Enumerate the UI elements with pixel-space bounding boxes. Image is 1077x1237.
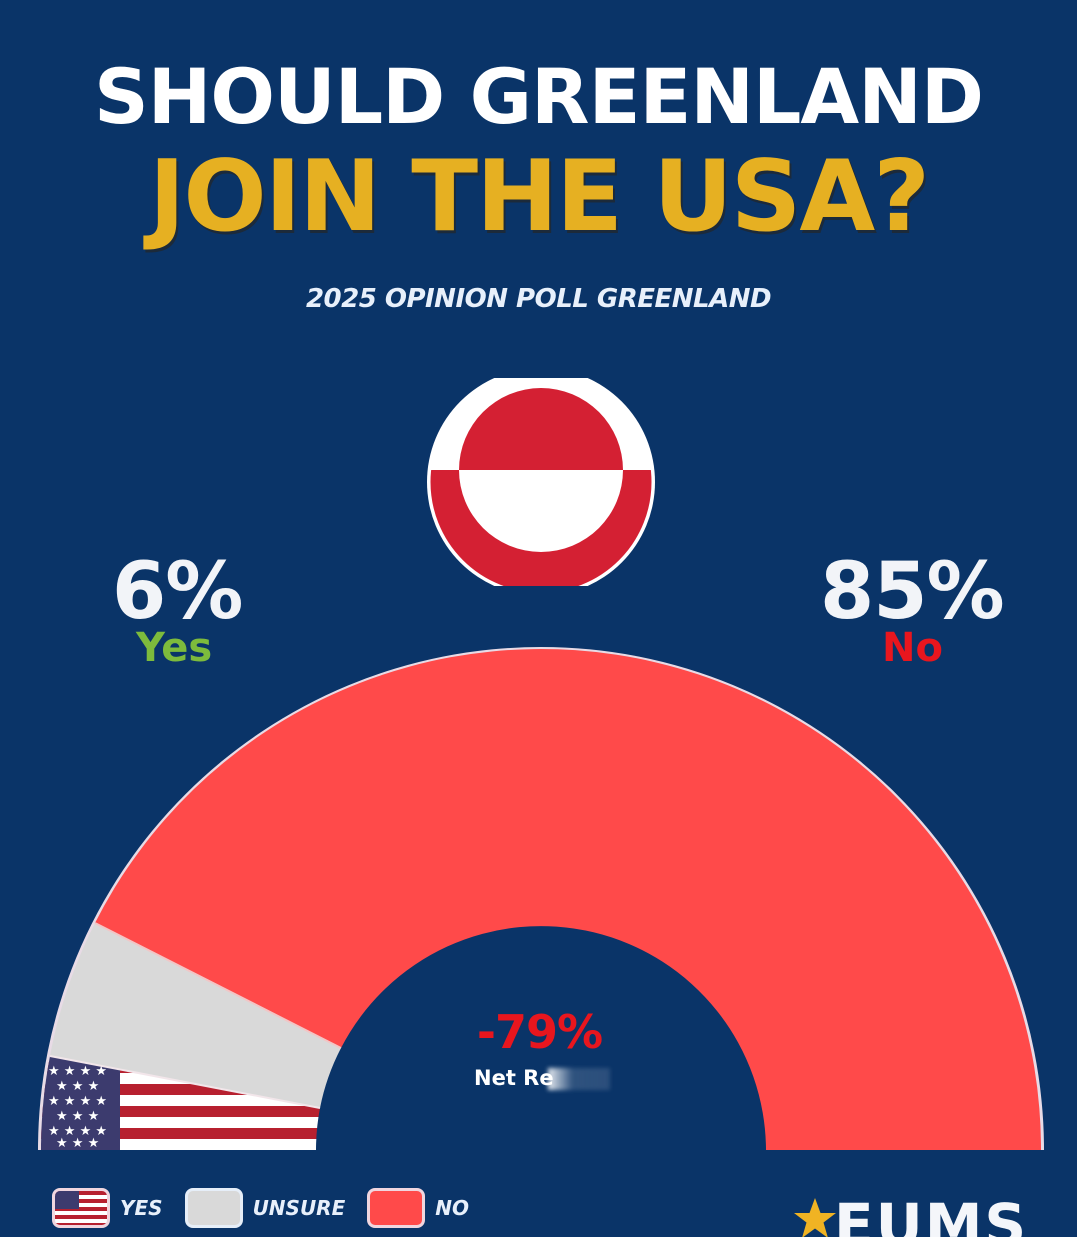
segment-no	[95, 649, 1042, 1150]
star-icon	[794, 1198, 836, 1237]
net-result-value: -79%	[476, 1005, 603, 1059]
legend-unsure-label: UNSURE	[252, 1196, 346, 1220]
svg-text:★ ★ ★ ★: ★ ★ ★ ★	[48, 1094, 107, 1109]
yes-percent: 6%	[112, 547, 243, 637]
yes-label: Yes	[136, 625, 213, 671]
svg-text:★ ★ ★: ★ ★ ★	[56, 1079, 99, 1094]
us-flag-icon	[52, 1188, 110, 1228]
legend-no-label: NO	[435, 1196, 469, 1220]
subtitle: 2025 OPINION POLL GREENLAND	[305, 284, 772, 314]
logo: EUMS	[792, 1192, 1028, 1237]
greenland-flag-icon	[427, 378, 655, 586]
legend-unsure-swatch	[184, 1188, 243, 1228]
title-line-1: SHOULD GREENLAND	[94, 52, 984, 141]
legend: YES UNSURE NO	[52, 1186, 491, 1230]
no-label: No	[882, 625, 943, 671]
segment-unsure	[50, 923, 341, 1108]
svg-text:★ ★ ★ ★: ★ ★ ★ ★	[48, 1124, 107, 1139]
logo-text: EUMS	[834, 1192, 1029, 1237]
legend-yes-label: YES	[120, 1196, 163, 1220]
svg-text:★ ★ ★: ★ ★ ★	[56, 1136, 99, 1151]
svg-text:★ ★ ★: ★ ★ ★	[56, 1109, 99, 1124]
net-result-label: Net Re	[474, 1066, 554, 1090]
title-line-2: JOIN THE USA?	[148, 140, 930, 254]
blurred-overlay	[548, 1068, 610, 1090]
svg-text:★ ★ ★ ★: ★ ★ ★ ★	[48, 1064, 107, 1079]
legend-no-swatch	[367, 1188, 426, 1228]
no-percent: 85%	[820, 547, 1005, 637]
